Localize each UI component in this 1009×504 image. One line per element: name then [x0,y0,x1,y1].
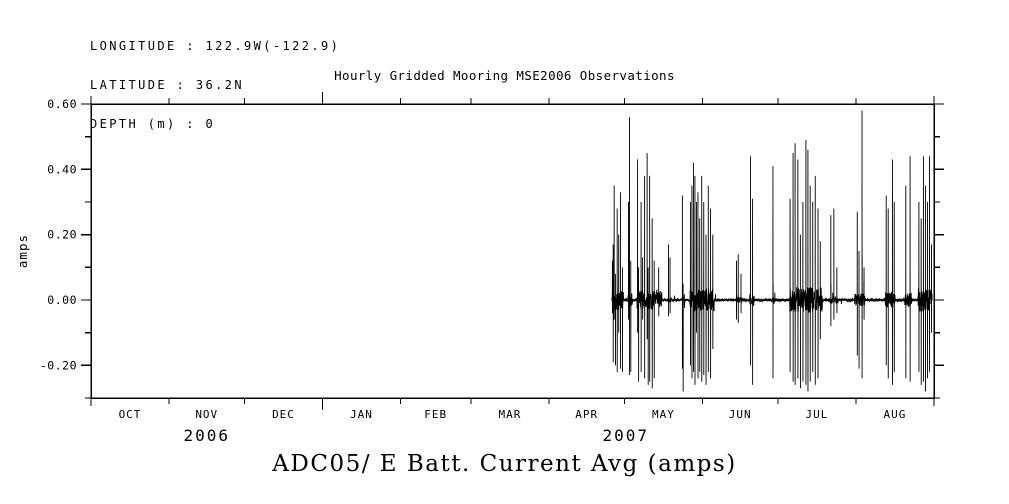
station-info: LONGITUDE : 122.9W(-122.9) LATITUDE : 36… [90,14,340,157]
y-tick-label: 0.60 [47,97,77,111]
month-label-jul: JUL [806,408,829,421]
data-line [611,110,933,392]
month-label-oct: OCT [119,408,142,421]
y-tick-label: 0.40 [47,162,77,176]
plot-frame [90,103,935,399]
month-label-nov: NOV [195,408,218,421]
latitude-label: LATITUDE : 36.2N [90,78,244,92]
year-label-2006: 2006 [183,426,230,445]
month-label-may: MAY [652,408,675,421]
year-label-2007: 2007 [602,426,649,445]
month-label-feb: FEB [424,408,447,421]
month-label-dec: DEC [272,408,295,421]
plot-title: Hourly Gridded Mooring MSE2006 Observati… [334,68,675,83]
depth-label: DEPTH (m) : 0 [90,117,216,131]
y-tick-label: 0.00 [47,293,77,307]
month-label-aug: AUG [884,408,907,421]
y-tick-label: 0.20 [47,228,77,242]
longitude-label: LONGITUDE : 122.9W(-122.9) [90,39,341,53]
chart-caption: ADC05/ E Batt. Current Avg (amps) [272,451,737,477]
month-label-mar: MAR [499,408,522,421]
y-tick-label: -0.20 [40,358,77,372]
month-label-apr: APR [575,408,598,421]
month-label-jun: JUN [729,408,752,421]
month-label-jan: JAN [350,408,373,421]
